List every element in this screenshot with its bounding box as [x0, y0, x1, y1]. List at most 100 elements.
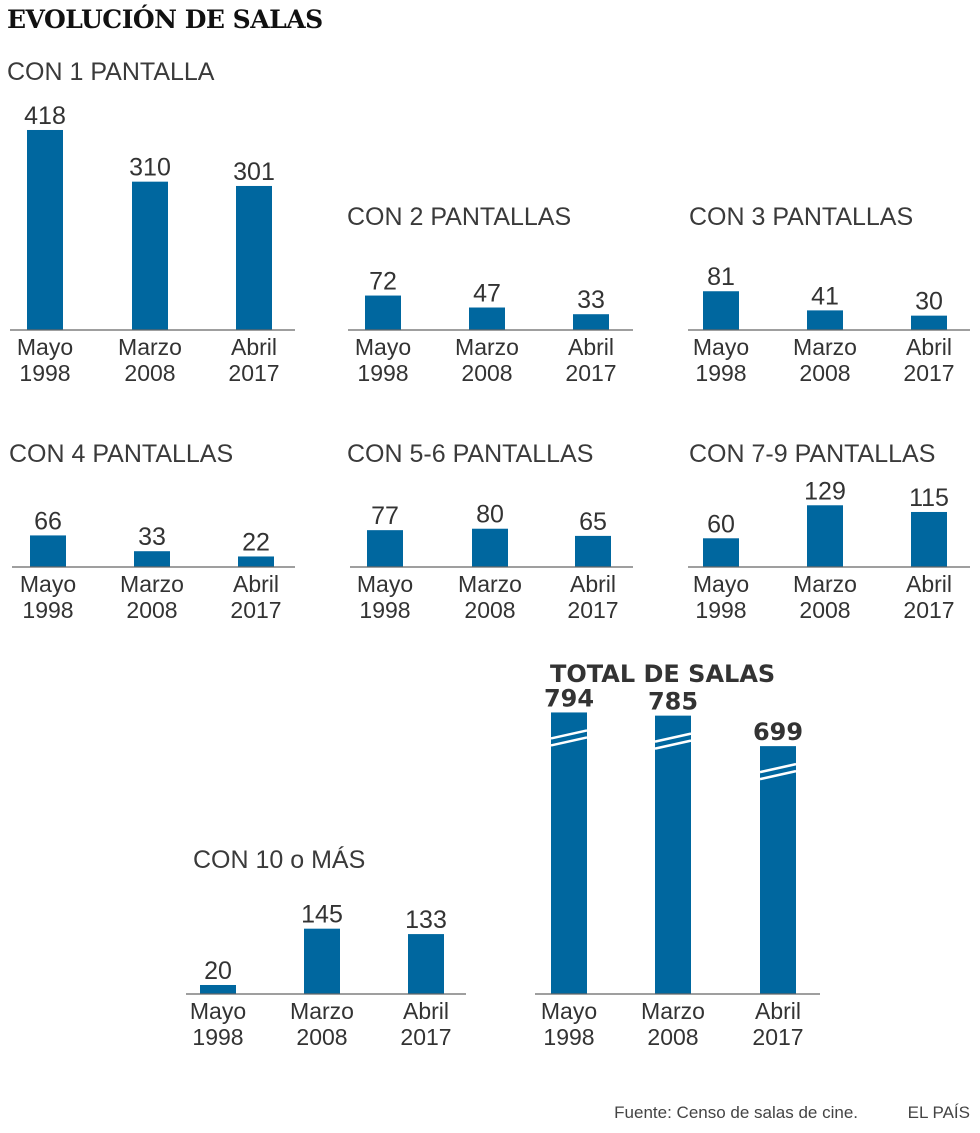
bar-4-pantallas-1	[134, 551, 170, 567]
panel-title: CON 2 PANTALLAS	[347, 203, 571, 231]
bar-2-pantallas-2	[573, 314, 609, 330]
category-label-year: 1998	[695, 597, 746, 623]
category-label-year: 1998	[19, 360, 70, 386]
category-label-month: Abril	[570, 571, 616, 597]
data-label: 47	[473, 280, 501, 308]
figure-title: EVOLUCIÓN DE SALAS	[7, 5, 323, 34]
category-label-year: 2008	[464, 597, 515, 623]
bar-2-pantallas-0	[365, 295, 401, 330]
category-label-year: 2017	[228, 360, 279, 386]
data-label: 66	[34, 507, 62, 535]
axis-break-mark	[759, 762, 797, 774]
axis-break-mark	[550, 729, 588, 740]
data-label: 145	[301, 901, 343, 929]
category-label-month: Marzo	[290, 998, 354, 1024]
category-label-month: Mayo	[20, 571, 76, 597]
data-label: 310	[129, 154, 171, 182]
bar-7-9-pantallas-0	[703, 538, 739, 567]
category-label-year: 2017	[565, 360, 616, 386]
category-label-year: 2017	[752, 1024, 803, 1050]
category-label-month: Marzo	[118, 334, 182, 360]
category-label-month: Mayo	[693, 571, 749, 597]
panel-title: CON 7-9 PANTALLAS	[689, 440, 935, 468]
bar-10-o-mas-2	[408, 934, 444, 994]
data-label: 20	[204, 957, 232, 985]
data-label: 22	[242, 528, 270, 556]
category-label-month: Abril	[906, 334, 952, 360]
category-label-month: Mayo	[355, 334, 411, 360]
category-label-year: 2008	[296, 1024, 347, 1050]
data-label: 115	[909, 484, 949, 512]
axis-break-mark	[654, 739, 692, 750]
panel-title: CON 4 PANTALLAS	[9, 440, 233, 468]
bar-2-pantallas-1	[469, 307, 505, 330]
bar-1-pantalla-1	[132, 181, 168, 330]
category-label-month: Mayo	[17, 334, 73, 360]
data-label: 785	[648, 688, 698, 716]
category-label-month: Mayo	[357, 571, 413, 597]
axis-break-mark	[550, 736, 588, 747]
category-label-year: 2008	[126, 597, 177, 623]
category-label-year: 2008	[799, 360, 850, 386]
data-label: 301	[233, 158, 275, 186]
data-label: 77	[371, 502, 399, 530]
source-note: Fuente: Censo de salas de cine.	[614, 1103, 858, 1122]
category-label-year: 1998	[543, 1024, 594, 1050]
category-label-month: Abril	[906, 571, 952, 597]
bar-3-pantallas-1	[807, 310, 843, 330]
category-label-month: Abril	[233, 571, 279, 597]
bar-total-salas-2	[760, 746, 796, 994]
category-label-month: Marzo	[120, 571, 184, 597]
data-label: 129	[804, 477, 846, 505]
panel-title: CON 10 o MÁS	[193, 845, 365, 874]
bar-total-salas-1	[655, 715, 691, 994]
category-label-month: Marzo	[793, 334, 857, 360]
chart-panels: CON 1 PANTALLA418Mayo1998310Marzo2008301…	[7, 58, 970, 1050]
category-label-month: Marzo	[458, 571, 522, 597]
data-label: 65	[579, 508, 607, 536]
panel-title: CON 3 PANTALLAS	[689, 203, 913, 231]
brand-label: EL PAÍS	[908, 1103, 970, 1122]
category-label-year: 1998	[359, 597, 410, 623]
bar-4-pantallas-2	[238, 556, 274, 567]
bar-3-pantallas-2	[911, 315, 947, 330]
category-label-year: 2008	[799, 597, 850, 623]
data-label: 418	[24, 102, 66, 130]
category-label-month: Abril	[568, 334, 614, 360]
category-label-year: 2008	[124, 360, 175, 386]
category-label-year: 2008	[647, 1024, 698, 1050]
category-label-month: Marzo	[455, 334, 519, 360]
category-label-year: 2017	[400, 1024, 451, 1050]
bar-10-o-mas-0	[200, 984, 236, 994]
category-label-month: Marzo	[793, 571, 857, 597]
category-label-month: Abril	[403, 998, 449, 1024]
data-label: 30	[915, 288, 943, 316]
category-label-month: Marzo	[641, 998, 705, 1024]
panel-title: TOTAL DE SALAS	[550, 660, 775, 688]
bar-5-6-pantallas-0	[367, 530, 403, 567]
bar-5-6-pantallas-1	[472, 528, 508, 567]
category-label-year: 1998	[22, 597, 73, 623]
category-label-month: Mayo	[693, 334, 749, 360]
axis-break-mark	[759, 769, 797, 781]
category-label-year: 2017	[903, 597, 954, 623]
data-label: 41	[811, 282, 839, 310]
bar-7-9-pantallas-2	[911, 511, 947, 567]
bar-4-pantallas-0	[30, 535, 66, 567]
category-label-year: 2017	[903, 360, 954, 386]
data-label: 133	[405, 906, 447, 934]
bar-7-9-pantallas-1	[807, 505, 843, 567]
category-label-year: 2017	[567, 597, 618, 623]
data-label: 81	[707, 263, 735, 291]
category-label-year: 1998	[357, 360, 408, 386]
category-label-year: 2017	[230, 597, 281, 623]
panel-title: CON 1 PANTALLA	[7, 58, 215, 86]
data-label: 33	[577, 286, 605, 314]
category-label-year: 1998	[695, 360, 746, 386]
bar-10-o-mas-1	[304, 928, 340, 994]
